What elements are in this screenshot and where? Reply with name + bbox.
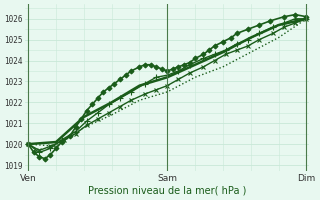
X-axis label: Pression niveau de la mer( hPa ): Pression niveau de la mer( hPa ) bbox=[88, 186, 246, 196]
